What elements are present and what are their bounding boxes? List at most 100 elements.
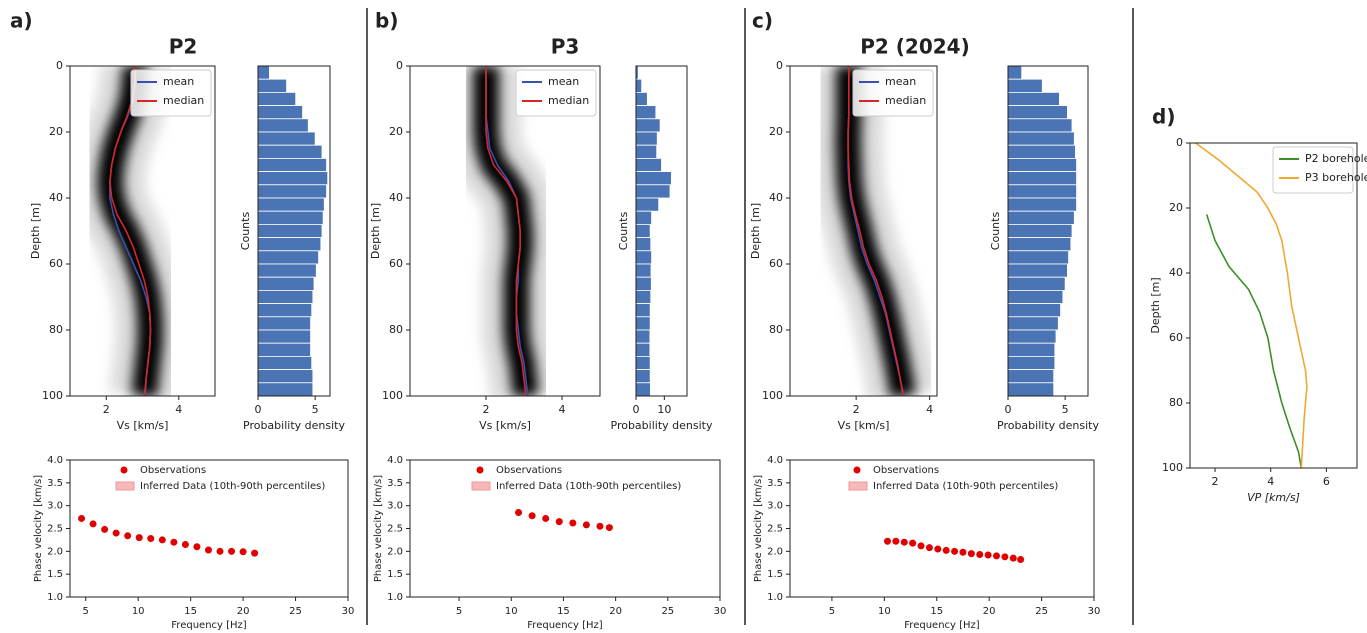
y-tick-label: 100 bbox=[42, 389, 63, 402]
axes-frame bbox=[789, 65, 938, 397]
bar bbox=[635, 223, 651, 238]
observation-point bbox=[934, 545, 942, 553]
x-tick-label: 25 bbox=[661, 606, 674, 617]
chart-title: P2 (2024) bbox=[860, 35, 969, 59]
bar bbox=[635, 197, 660, 212]
observation-point bbox=[124, 532, 132, 540]
x-tick-label: 4 bbox=[559, 403, 566, 416]
observation-point bbox=[942, 546, 950, 554]
bar bbox=[635, 329, 651, 344]
bar bbox=[1007, 184, 1077, 199]
plot-area bbox=[1195, 143, 1308, 468]
x-axis-label: Vs [km/s] bbox=[479, 419, 531, 432]
observation-point bbox=[170, 538, 178, 546]
y-tick-label: 100 bbox=[762, 389, 783, 402]
y-tick-label: 3.0 bbox=[387, 501, 403, 512]
x-tick-label: 0 bbox=[255, 403, 262, 416]
bar bbox=[257, 131, 316, 146]
y-tick-label: 4.0 bbox=[47, 455, 63, 466]
legend-swatch bbox=[476, 466, 484, 474]
observation-point bbox=[984, 551, 992, 559]
y-axis-label: Depth [m] bbox=[29, 203, 42, 259]
x-tick-label: 0 bbox=[1005, 403, 1012, 416]
y-tick-label: 2.5 bbox=[767, 524, 783, 535]
bar bbox=[635, 316, 651, 331]
x-tick-label: 10 bbox=[132, 606, 145, 617]
legend-swatch bbox=[120, 466, 128, 474]
observation-point bbox=[251, 549, 259, 557]
y-tick-label: 2.5 bbox=[47, 524, 63, 535]
y-tick-label: 3.5 bbox=[47, 478, 63, 489]
x-tick-label: 5 bbox=[829, 606, 835, 617]
bar bbox=[257, 329, 311, 344]
x-axis-label: Frequency [Hz] bbox=[904, 620, 980, 631]
plot-area bbox=[813, 66, 937, 396]
y-tick-label: 4.0 bbox=[767, 455, 783, 466]
observation-point bbox=[193, 543, 201, 551]
bar bbox=[1007, 78, 1043, 93]
bar bbox=[635, 210, 652, 225]
legend-label: mean bbox=[885, 75, 916, 88]
observation-point bbox=[158, 536, 166, 544]
observation-point bbox=[596, 522, 604, 530]
legend-label: median bbox=[885, 94, 926, 107]
legend-label: P3 borehole bbox=[1305, 171, 1367, 184]
bar bbox=[257, 355, 313, 370]
x-tick-label: 2 bbox=[483, 403, 490, 416]
bar bbox=[635, 237, 652, 252]
bar bbox=[1007, 329, 1057, 344]
axes-frame bbox=[257, 65, 331, 397]
y-tick-label: 3.0 bbox=[47, 501, 63, 512]
axes-frame bbox=[409, 65, 601, 397]
y-tick-label: 4.0 bbox=[387, 455, 403, 466]
y-tick-label: 0 bbox=[1176, 136, 1183, 149]
y-tick-label: 2.0 bbox=[47, 546, 63, 557]
bar bbox=[257, 157, 327, 172]
bar bbox=[257, 118, 309, 133]
series-line bbox=[1205, 214, 1303, 468]
y-tick-label: 100 bbox=[1162, 461, 1183, 474]
observation-point bbox=[900, 538, 908, 546]
bar bbox=[635, 263, 652, 278]
x-axis-label: Frequency [Hz] bbox=[527, 620, 603, 631]
chart-title: P3 bbox=[551, 35, 580, 59]
x-tick-label: 10 bbox=[657, 403, 671, 416]
observation-point bbox=[228, 547, 236, 555]
legend-swatch bbox=[848, 481, 868, 491]
observation-point bbox=[582, 521, 590, 529]
y-tick-label: 40 bbox=[49, 191, 63, 204]
y-tick-label: 60 bbox=[769, 257, 783, 270]
legend-label: Inferred Data (10th-90th percentiles) bbox=[496, 481, 681, 492]
legend-label: Observations bbox=[496, 465, 562, 476]
y-tick-label: 40 bbox=[769, 191, 783, 204]
bar bbox=[1007, 263, 1068, 278]
y-tick-label: 3.5 bbox=[767, 478, 783, 489]
x-axis-label: VP [km/s] bbox=[1247, 491, 1300, 504]
bar bbox=[257, 223, 323, 238]
bar bbox=[257, 276, 315, 291]
x-axis-label: Probability density bbox=[243, 419, 345, 432]
x-tick-label: 10 bbox=[878, 606, 891, 617]
y-axis-label: Counts bbox=[239, 212, 252, 251]
y-tick-label: 3.5 bbox=[387, 478, 403, 489]
observation-point bbox=[542, 514, 550, 522]
x-tick-label: 20 bbox=[237, 606, 250, 617]
observation-point bbox=[909, 539, 917, 547]
y-tick-label: 20 bbox=[769, 125, 783, 138]
y-axis-label: Phase velocity [km/s] bbox=[373, 475, 384, 582]
y-tick-label: 3.0 bbox=[767, 501, 783, 512]
y-tick-label: 20 bbox=[389, 125, 403, 138]
y-axis-label: Depth [m] bbox=[1149, 277, 1162, 333]
y-tick-label: 1.0 bbox=[767, 592, 783, 603]
y-tick-label: 1.0 bbox=[47, 592, 63, 603]
y-tick-label: 100 bbox=[382, 389, 403, 402]
bar bbox=[257, 144, 323, 159]
plot-area bbox=[451, 66, 561, 396]
x-tick-label: 30 bbox=[342, 606, 355, 617]
bar bbox=[1007, 118, 1073, 133]
panel-label: d) bbox=[1152, 105, 1175, 129]
y-tick-label: 2.0 bbox=[387, 546, 403, 557]
y-tick-label: 60 bbox=[1169, 331, 1183, 344]
bar bbox=[257, 237, 322, 252]
